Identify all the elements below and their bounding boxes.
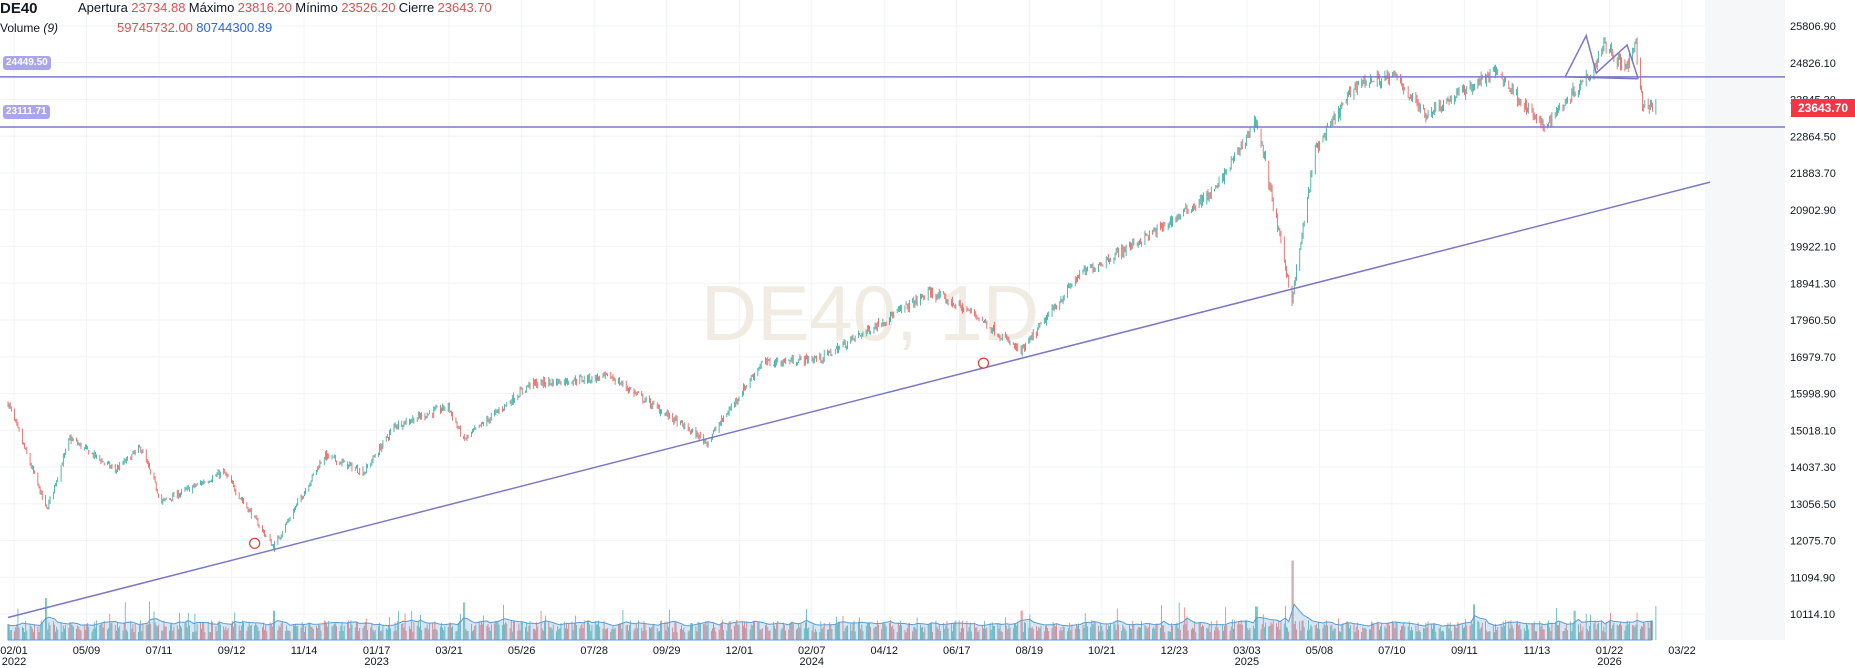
volume-param: (9) (43, 21, 59, 35)
time-tick-label: 05/08 (1306, 645, 1334, 657)
price-tick-label: 24826.10 (1790, 58, 1836, 70)
candles (7, 37, 1657, 552)
triangle-pattern[interactable] (1564, 33, 1639, 80)
low-value: 23526.20 (341, 0, 396, 15)
trendline-touch-marker (977, 357, 990, 369)
hline-label-upper[interactable]: 24449.50 (3, 56, 51, 70)
time-tick-label: 01/22 (1596, 645, 1624, 657)
volume-ma-value: 80744300.89 (196, 20, 273, 35)
time-tick-label: 09/11 (1451, 645, 1478, 657)
price-tick-label: 11094.90 (1790, 572, 1835, 584)
price-tick-label: 22864.50 (1790, 131, 1836, 143)
triangle-outline (1564, 33, 1639, 79)
volume-ma-area (7, 603, 1653, 641)
time-tick-label: 05/09 (73, 645, 101, 657)
volume-label: Volume (0, 21, 41, 35)
future-area (1705, 0, 1785, 640)
time-tick-label: 06/17 (943, 645, 971, 657)
high-value: 23816.20 (237, 0, 292, 15)
time-tick-label: 07/10 (1378, 645, 1406, 657)
price-tick-label: 21883.70 (1790, 168, 1836, 180)
price-tick-label: 19922.10 (1790, 242, 1836, 254)
time-tick-year: 2026 (1597, 656, 1621, 668)
volume-histogram (7, 560, 1657, 640)
trendline-line (7, 181, 1711, 619)
time-tick-label: 12/01 (725, 645, 753, 657)
time-tick-label: 11/13 (1524, 645, 1551, 657)
price-tick-label: 18941.30 (1790, 278, 1836, 290)
last-price-tag: 23643.70 (1791, 99, 1855, 117)
horizontal-lines[interactable] (0, 76, 1785, 128)
hline-label-lower[interactable]: 23111.71 (3, 105, 50, 119)
time-tick-year: 2025 (1235, 656, 1259, 668)
time-tick-label: 09/12 (218, 645, 246, 657)
ohlc-row: Apertura 23734.88 Máximo 23816.20 Mínimo… (78, 0, 492, 15)
time-tick-label: 03/22 (1668, 645, 1696, 657)
low-label: Mínimo (295, 0, 338, 15)
close-value: 23643.70 (437, 0, 492, 15)
time-tick-label: 07/11 (146, 645, 173, 657)
time-tick-label: 03/03 (1233, 645, 1261, 657)
future-shade (1705, 0, 1785, 640)
time-tick-label: 02/07 (798, 645, 826, 657)
volume-values: 59745732.00 80744300.89 (117, 20, 272, 35)
price-axis[interactable]: 25806.9024826.1023845.3022864.5021883.70… (1790, 21, 1836, 621)
time-tick-label: 12/23 (1161, 645, 1189, 657)
price-tick-label: 17960.50 (1790, 315, 1836, 327)
grid (0, 0, 1785, 640)
price-tick-label: 15018.10 (1790, 425, 1836, 437)
price-tick-label: 15998.90 (1790, 389, 1836, 401)
volume-legend: Volume (9) (0, 21, 58, 35)
price-tick-label: 10114.10 (1790, 609, 1835, 621)
time-tick-label: 07/28 (580, 645, 608, 657)
price-tick-label: 25806.90 (1790, 21, 1836, 33)
legend-header: DE40 Apertura 23734.88 Máximo 23816.20 M… (0, 0, 1600, 40)
time-tick-label: 01/17 (363, 645, 391, 657)
price-tick-label: 16979.70 (1790, 352, 1836, 364)
price-tick-label: 20902.90 (1790, 205, 1836, 217)
price-tick-label: 13056.50 (1790, 499, 1836, 511)
time-tick-label: 09/29 (653, 645, 681, 657)
time-tick-year: 2022 (2, 656, 26, 668)
price-tick-label: 14037.30 (1790, 462, 1836, 474)
trendline[interactable] (7, 181, 1711, 619)
time-tick-label: 04/12 (870, 645, 898, 657)
volume-value: 59745732.00 (117, 20, 193, 35)
trendline-touch-marker (249, 537, 261, 549)
close-label: Cierre (398, 0, 435, 15)
time-tick-label: 11/14 (291, 645, 318, 657)
high-label: Máximo (188, 0, 235, 15)
time-tick-label: 02/01 (0, 645, 28, 657)
watermark: DE40, 1D (701, 269, 1039, 357)
open-value: 23734.88 (131, 0, 186, 15)
volume-ma-line (7, 603, 1653, 641)
price-tick-label: 12075.70 (1790, 536, 1836, 548)
triangle-base (1565, 76, 1639, 80)
time-tick-label: 05/26 (508, 645, 536, 657)
time-tick-label: 03/21 (435, 645, 463, 657)
time-tick-label: 08/19 (1016, 645, 1044, 657)
time-tick-year: 2023 (364, 656, 388, 668)
symbol-label: DE40 (0, 0, 38, 17)
time-tick-year: 2024 (799, 656, 823, 668)
open-label: Apertura (78, 0, 128, 15)
time-tick-label: 10/21 (1088, 645, 1116, 657)
